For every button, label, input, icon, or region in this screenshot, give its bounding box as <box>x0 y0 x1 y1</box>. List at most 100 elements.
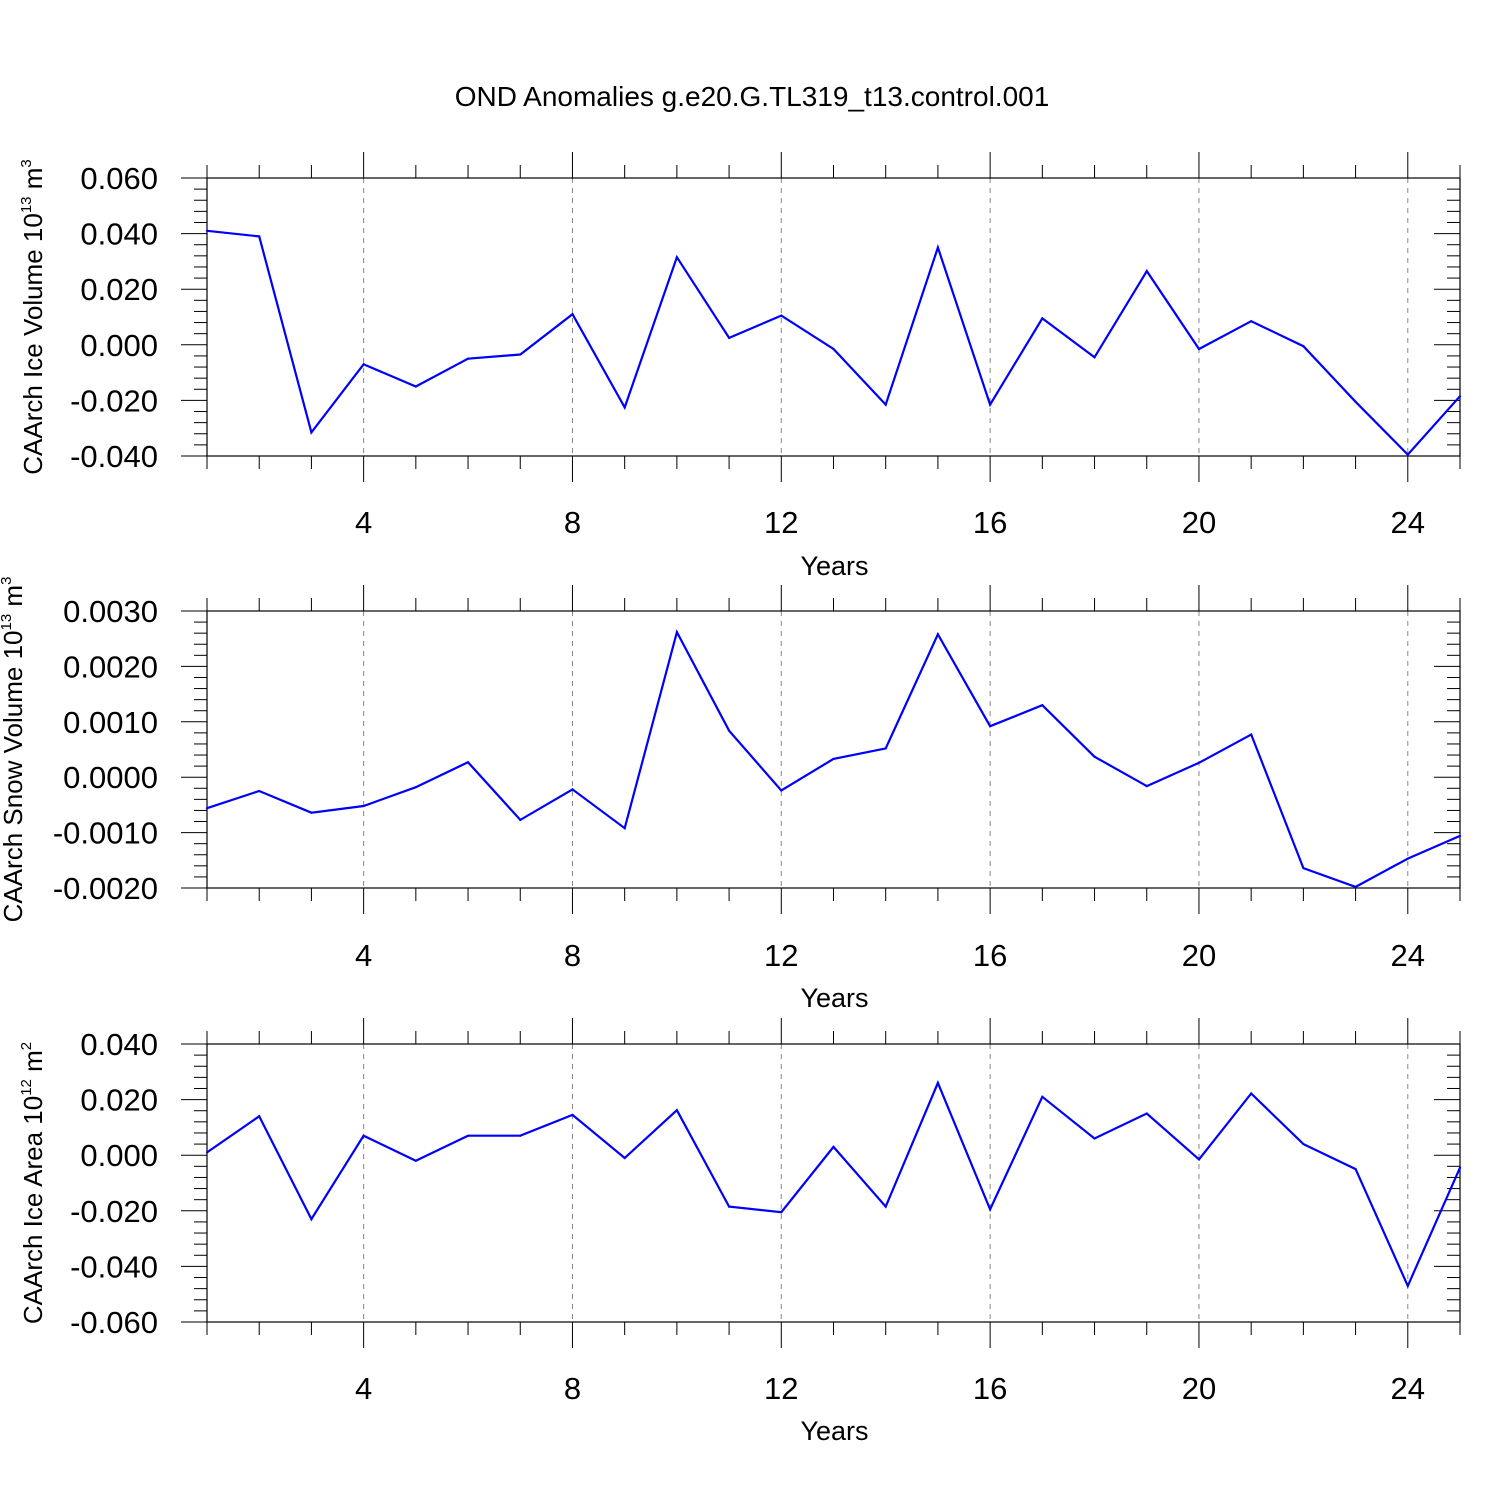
data-point <box>258 789 261 793</box>
data-point <box>571 1113 574 1116</box>
data-point <box>1354 400 1357 403</box>
data-point <box>780 789 783 792</box>
data-point <box>675 1109 678 1112</box>
plot-frame <box>206 1043 1461 1323</box>
y-axis-title-unit-exponent: 3 <box>18 159 35 167</box>
data-point <box>1250 320 1253 323</box>
data-point <box>414 385 417 388</box>
x-tick-label: 16 <box>973 1371 1007 1406</box>
y-axis-title-exponent: 13 <box>18 196 35 213</box>
data-point <box>1093 1137 1096 1140</box>
data-point <box>205 1151 209 1154</box>
series-line <box>206 1080 1462 1289</box>
y-axis-title: CAArch Ice Volume 1013 m3 <box>18 159 48 475</box>
data-point <box>362 363 365 366</box>
data-point <box>727 1205 731 1208</box>
data-point <box>1354 1168 1357 1171</box>
panel-3: 4 8 12 16 20 24 Years 0.040 0.020 0.000 -0.020 -0.0… <box>18 1018 1462 1446</box>
data-point <box>414 786 417 789</box>
data-point <box>936 246 940 249</box>
y-axis-title-text: CAArch Ice Area 10 <box>18 1096 48 1324</box>
y-tick-label: 0.0000 <box>63 760 158 795</box>
y-tick-label: 0.000 <box>80 1138 158 1173</box>
panel-1: 4 8 12 16 20 24 Years 0.060 0.040 0.020 0.000 -0.02… <box>18 152 1462 581</box>
plot-frame <box>206 177 1461 457</box>
y-axis-title-unit-exponent: 3 <box>0 577 15 585</box>
data-point <box>205 807 209 810</box>
y-tick-label: -0.060 <box>70 1305 158 1340</box>
data-point <box>1302 866 1305 870</box>
x-tick-label: 8 <box>564 938 581 973</box>
data-point <box>623 827 626 830</box>
chart-title: OND Anomalies g.e20.G.TL319_t13.control.… <box>455 81 1050 112</box>
data-point <box>832 347 835 351</box>
x-tick-label: 20 <box>1182 1371 1216 1406</box>
x-tick-label: 24 <box>1391 938 1425 973</box>
x-tick-label: 4 <box>355 505 372 540</box>
data-point <box>258 1115 261 1118</box>
x-axis-title: Years <box>800 983 868 1013</box>
data-point <box>571 313 574 316</box>
data-point <box>1145 1112 1148 1115</box>
data-point <box>362 1134 365 1137</box>
y-tick-label: -0.040 <box>70 439 158 474</box>
y-tick-label: -0.020 <box>70 383 158 418</box>
data-point <box>1197 1158 1201 1161</box>
data-point <box>780 1211 783 1214</box>
x-axis-title: Years <box>800 1416 868 1446</box>
data-point <box>205 229 209 232</box>
data-point <box>362 804 365 808</box>
data-point <box>1145 784 1148 788</box>
data-point <box>414 1159 417 1162</box>
y-axis-title-unit-exponent: 2 <box>18 1042 35 1050</box>
data-point <box>310 811 313 814</box>
y-tick-label: 0.040 <box>80 217 158 252</box>
x-tick-label: 4 <box>355 1371 372 1406</box>
data-point <box>1302 345 1305 348</box>
x-tick-label: 12 <box>764 938 798 973</box>
data-point <box>1197 347 1201 351</box>
x-tick-label: 16 <box>973 938 1007 973</box>
data-point <box>675 630 678 634</box>
data-point <box>466 761 470 764</box>
data-point <box>1041 1095 1044 1098</box>
data-point <box>519 1134 522 1137</box>
x-tick-label: 24 <box>1391 505 1425 540</box>
data-point <box>884 1205 887 1208</box>
data-point <box>1458 395 1462 398</box>
data-point <box>1093 356 1096 359</box>
data-point <box>727 336 731 339</box>
y-tick-label: 0.060 <box>80 161 158 196</box>
y-axis-title-exponent: 13 <box>0 614 15 631</box>
data-point <box>1041 317 1044 320</box>
y-axis-title-text: CAArch Ice Volume 10 <box>18 213 48 475</box>
data-point <box>989 725 992 728</box>
y-tick-label: -0.0010 <box>53 816 158 851</box>
data-point <box>884 747 887 750</box>
x-axis-title: Years <box>800 551 868 581</box>
data-point <box>1041 704 1044 707</box>
data-point <box>519 818 522 821</box>
data-point <box>780 314 783 317</box>
data-point <box>623 406 626 409</box>
data-point <box>1458 1166 1462 1169</box>
y-tick-label: 0.020 <box>80 1083 158 1118</box>
x-tick-label: 12 <box>764 505 798 540</box>
data-point <box>310 1218 313 1221</box>
y-axis-title-text: CAArch Snow Volume 10 <box>0 630 28 922</box>
x-tick-label: 24 <box>1391 1371 1425 1406</box>
data-point <box>1458 834 1462 838</box>
data-point <box>884 403 887 406</box>
data-point <box>727 729 731 732</box>
data-point <box>1302 1142 1305 1146</box>
x-tick-label: 16 <box>973 505 1007 540</box>
data-point <box>832 757 835 761</box>
data-point <box>1354 885 1357 888</box>
data-point <box>1250 1092 1253 1095</box>
data-point <box>623 1156 626 1160</box>
data-point <box>571 788 574 791</box>
data-point <box>1406 453 1409 456</box>
y-axis-title-unit: m <box>0 585 28 614</box>
y-tick-label: 0.0030 <box>63 594 158 629</box>
